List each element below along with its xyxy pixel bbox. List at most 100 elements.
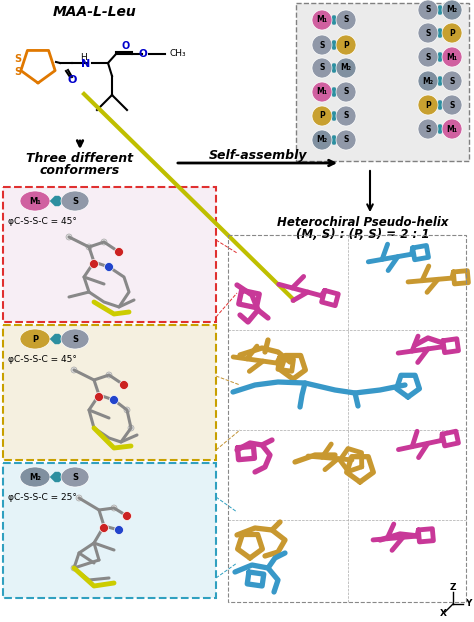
Ellipse shape: [418, 0, 438, 20]
Polygon shape: [329, 40, 339, 50]
Text: conformers: conformers: [40, 164, 120, 177]
Text: O: O: [122, 41, 130, 51]
Text: (M, S) : (P, S) = 2 : 1: (M, S) : (P, S) = 2 : 1: [296, 228, 430, 241]
Ellipse shape: [418, 23, 438, 43]
FancyBboxPatch shape: [3, 187, 216, 322]
Text: S: S: [425, 6, 431, 14]
Ellipse shape: [312, 106, 332, 126]
Text: S: S: [319, 63, 325, 73]
Ellipse shape: [71, 367, 77, 373]
Polygon shape: [435, 124, 445, 134]
Text: S: S: [72, 197, 78, 205]
Text: S: S: [72, 335, 78, 343]
Text: S: S: [343, 88, 349, 96]
Text: P: P: [449, 29, 455, 37]
Text: M₁: M₁: [317, 16, 328, 24]
Polygon shape: [329, 16, 339, 24]
Text: O: O: [67, 75, 77, 85]
Text: S: S: [425, 52, 431, 62]
Ellipse shape: [442, 95, 462, 115]
Ellipse shape: [101, 239, 107, 245]
Text: M₂: M₂: [340, 63, 352, 73]
Ellipse shape: [336, 58, 356, 78]
Ellipse shape: [119, 381, 128, 389]
Ellipse shape: [336, 35, 356, 55]
FancyBboxPatch shape: [3, 463, 216, 598]
Text: Heterochiral Pseudo-helix: Heterochiral Pseudo-helix: [277, 215, 449, 228]
Ellipse shape: [71, 565, 77, 571]
Ellipse shape: [106, 372, 112, 378]
Ellipse shape: [109, 396, 118, 404]
Ellipse shape: [20, 467, 50, 487]
Text: CH₃: CH₃: [170, 50, 187, 58]
Ellipse shape: [418, 119, 438, 139]
Text: M₁: M₁: [447, 52, 457, 62]
Text: S: S: [343, 136, 349, 144]
Polygon shape: [435, 52, 445, 62]
Ellipse shape: [442, 0, 462, 20]
Ellipse shape: [336, 130, 356, 150]
Ellipse shape: [336, 82, 356, 102]
Text: S: S: [14, 67, 21, 77]
Ellipse shape: [116, 249, 122, 255]
Ellipse shape: [336, 10, 356, 30]
Ellipse shape: [418, 47, 438, 67]
Text: M₁: M₁: [29, 197, 41, 205]
Text: S: S: [449, 101, 455, 109]
Ellipse shape: [312, 58, 332, 78]
Ellipse shape: [104, 262, 113, 271]
Text: Z: Z: [450, 583, 456, 593]
Text: φC-S-S-C = 25°: φC-S-S-C = 25°: [8, 493, 77, 502]
Text: P: P: [343, 40, 349, 50]
Polygon shape: [329, 136, 339, 144]
Ellipse shape: [61, 329, 89, 349]
Text: M₁: M₁: [317, 88, 328, 96]
Text: φC-S-S-C = 45°: φC-S-S-C = 45°: [8, 355, 77, 364]
Polygon shape: [329, 63, 339, 73]
Ellipse shape: [312, 82, 332, 102]
Text: P: P: [32, 335, 38, 343]
Ellipse shape: [124, 407, 130, 413]
Text: M₂: M₂: [447, 6, 457, 14]
Text: N: N: [82, 59, 91, 69]
Polygon shape: [435, 6, 445, 14]
Text: S: S: [449, 77, 455, 85]
Text: S: S: [319, 40, 325, 50]
Ellipse shape: [312, 10, 332, 30]
Ellipse shape: [76, 495, 82, 501]
Text: S: S: [425, 29, 431, 37]
Ellipse shape: [90, 259, 99, 269]
Ellipse shape: [111, 505, 117, 511]
Ellipse shape: [100, 524, 109, 532]
Ellipse shape: [61, 191, 89, 211]
Ellipse shape: [61, 467, 89, 487]
Ellipse shape: [442, 47, 462, 67]
Ellipse shape: [418, 71, 438, 91]
Text: S: S: [72, 473, 78, 481]
Ellipse shape: [115, 248, 124, 256]
Ellipse shape: [66, 234, 72, 240]
Polygon shape: [50, 196, 64, 206]
Text: MAA-L-Leu: MAA-L-Leu: [53, 5, 137, 19]
Polygon shape: [435, 101, 445, 109]
Text: P: P: [425, 101, 431, 109]
Ellipse shape: [312, 130, 332, 150]
Text: M₁: M₁: [447, 124, 457, 134]
Ellipse shape: [442, 119, 462, 139]
Text: P: P: [319, 111, 325, 121]
Text: O: O: [138, 49, 147, 59]
Text: M₂: M₂: [422, 77, 434, 85]
Text: φC-S-S-C = 45°: φC-S-S-C = 45°: [8, 217, 77, 226]
Ellipse shape: [128, 425, 134, 431]
Polygon shape: [50, 334, 64, 344]
Text: Self-assembly: Self-assembly: [209, 149, 307, 162]
Ellipse shape: [336, 106, 356, 126]
Ellipse shape: [115, 526, 124, 534]
Text: Three different: Three different: [27, 152, 134, 164]
Text: S: S: [343, 16, 349, 24]
Ellipse shape: [442, 71, 462, 91]
Ellipse shape: [122, 511, 131, 521]
Text: X: X: [439, 610, 447, 618]
Polygon shape: [329, 88, 339, 96]
Ellipse shape: [418, 95, 438, 115]
